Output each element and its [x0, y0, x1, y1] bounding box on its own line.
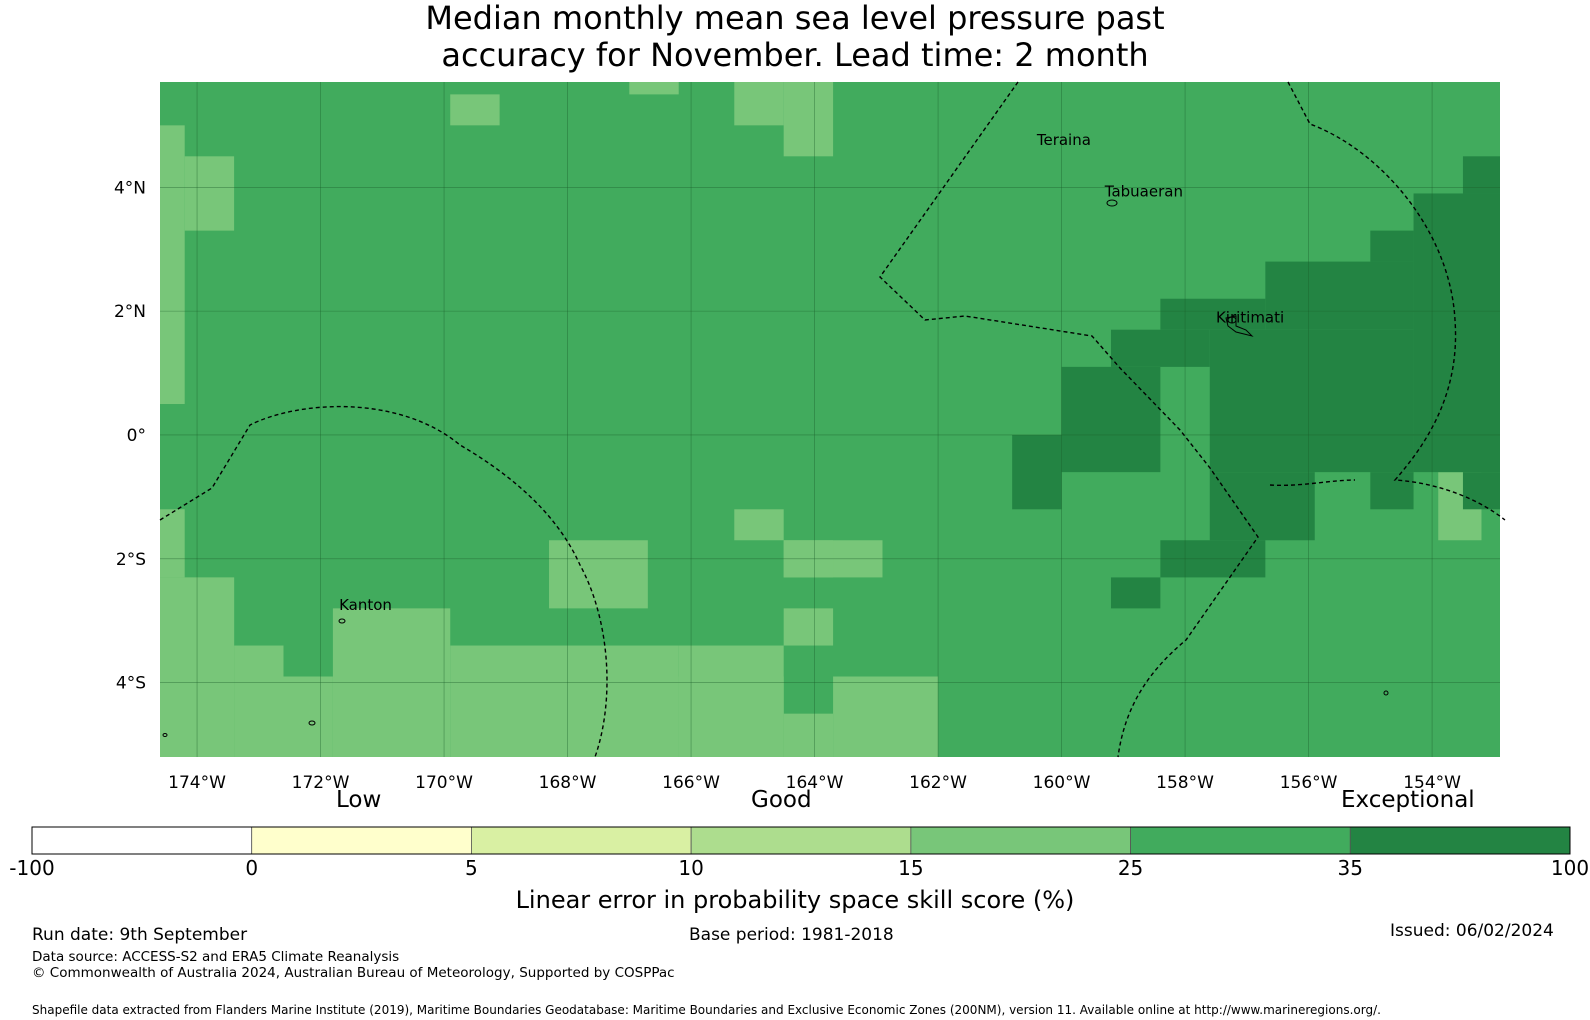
colorbar-tick-label: -100 [9, 856, 55, 880]
skill-cell [1370, 230, 1414, 262]
skill-cell [283, 676, 333, 757]
skill-cell [1265, 261, 1414, 330]
colorbar-tick-label: 100 [1550, 856, 1590, 880]
skill-cell [734, 509, 784, 541]
base-period: Base period: 1981-2018 [689, 925, 894, 945]
place-label: Tabuaeran [1104, 183, 1183, 201]
eez-boundary-line [159, 405, 608, 758]
lon-tick-label: 160°W [1033, 773, 1091, 793]
lon-tick-label: 154°W [1403, 773, 1461, 793]
island-outline [162, 733, 168, 737]
map-axis-labels: 174°W 172°W 170°W 168°W 166°W 164°W 162°W 160°W… [114, 178, 1461, 793]
colorbar-tick-label: 0 [245, 856, 259, 880]
place-label: Teraina [1036, 131, 1091, 149]
island-outline [1383, 690, 1389, 696]
place-label: Kanton [339, 596, 392, 614]
skill-cell [1110, 329, 1210, 367]
lon-tick-label: 156°W [1280, 773, 1338, 793]
colorbar-bin [251, 826, 472, 855]
skill-cell [549, 540, 648, 609]
skill-cell [1160, 298, 1266, 330]
lon-tick-label: 158°W [1156, 773, 1214, 793]
island-outline [308, 720, 316, 726]
colorbar-bin [1349, 826, 1571, 855]
skill-cell [1413, 193, 1500, 473]
skill-cell [1012, 434, 1062, 510]
lon-tick-label: 162°W [909, 773, 967, 793]
colorbar-bin [471, 826, 692, 855]
skill-cell [1462, 472, 1500, 510]
lon-tick-label: 172°W [292, 773, 350, 793]
eez-boundary-line [1287, 81, 1506, 521]
skill-cell [783, 82, 834, 157]
skill-cell [450, 94, 500, 126]
chart-title: Median monthly mean sea level pressure p… [0, 0, 1590, 74]
skill-cell [783, 608, 834, 646]
copyright: © Commonwealth of Australia 2024, Austra… [32, 965, 675, 981]
skill-cell [734, 82, 784, 126]
place-label: Kiritimati [1216, 308, 1284, 326]
skill-grid-cells [160, 82, 1500, 757]
skill-cell [1370, 472, 1414, 510]
run-date: Run date: 9th September [32, 925, 248, 945]
skill-cell [1061, 366, 1161, 473]
skill-cell [1462, 156, 1500, 194]
colorbar-tick-label: 10 [678, 856, 704, 880]
colorbar-tick-label: 15 [898, 856, 924, 880]
island-outline [1225, 315, 1254, 337]
colorbar [31, 826, 1571, 855]
skill-cell [1209, 472, 1315, 541]
title-line-2: accuracy for November. Lead time: 2 mont… [441, 36, 1149, 74]
island-outline [338, 618, 346, 624]
colorbar-tick-label: 25 [1117, 856, 1144, 880]
skill-cell [450, 645, 679, 757]
lon-tick-label: 166°W [662, 773, 720, 793]
lat-tick-label: 2°S [116, 550, 146, 570]
colorbar-category-good: Good [751, 787, 812, 813]
colorbar-bin [31, 826, 253, 855]
colorbar-title: Linear error in probability space skill … [515, 886, 1075, 914]
map-gridlines [160, 82, 1500, 757]
skill-cell [1110, 577, 1161, 609]
colorbar-category-exceptional: Exceptional [1341, 787, 1475, 813]
lat-tick-label: 4°S [116, 674, 146, 694]
issued-date: Issued: 06/02/2024 [1390, 921, 1554, 941]
skill-cell [184, 156, 235, 231]
title-line-1: Median monthly mean sea level pressure p… [425, 0, 1165, 37]
colorbar-frame [31, 826, 1571, 855]
skill-cell [678, 676, 784, 757]
place-labels: Teraina Tabuaeran Kiritimati Kanton [339, 131, 1284, 614]
shapefile-credit: Shapefile data extracted from Flanders M… [32, 1003, 1381, 1017]
colorbar-category-low: Low [336, 787, 382, 813]
colorbar-bin [1130, 826, 1351, 855]
lon-tick-label: 170°W [415, 773, 473, 793]
skill-cell [160, 509, 185, 578]
lat-tick-label: 2°N [114, 302, 146, 322]
lon-tick-label: 174°W [168, 773, 226, 793]
skill-cell [160, 125, 185, 405]
lon-tick-label: 168°W [539, 773, 597, 793]
eez-boundary-line [879, 81, 1259, 758]
colorbar-tick-label: 35 [1337, 856, 1364, 880]
data-source: Data source: ACCESS-S2 and ERA5 Climate … [32, 949, 400, 965]
skill-cell [629, 82, 679, 95]
lon-tick-label: 164°W [786, 773, 844, 793]
island-outline [1106, 199, 1118, 207]
colorbar-tick-label: 5 [465, 856, 478, 880]
skill-cell [783, 713, 834, 757]
skill-cell [1209, 329, 1414, 473]
island-outlines [162, 199, 1389, 737]
skill-cell [833, 676, 939, 757]
lat-tick-label: 4°N [114, 178, 146, 198]
eez-boundary-line [1269, 479, 1356, 487]
colorbar-bin [910, 826, 1131, 855]
skill-cell [234, 645, 284, 757]
lat-tick-label: 0° [127, 426, 146, 446]
colorbar-bin [690, 826, 912, 855]
eez-boundaries [159, 81, 1506, 758]
